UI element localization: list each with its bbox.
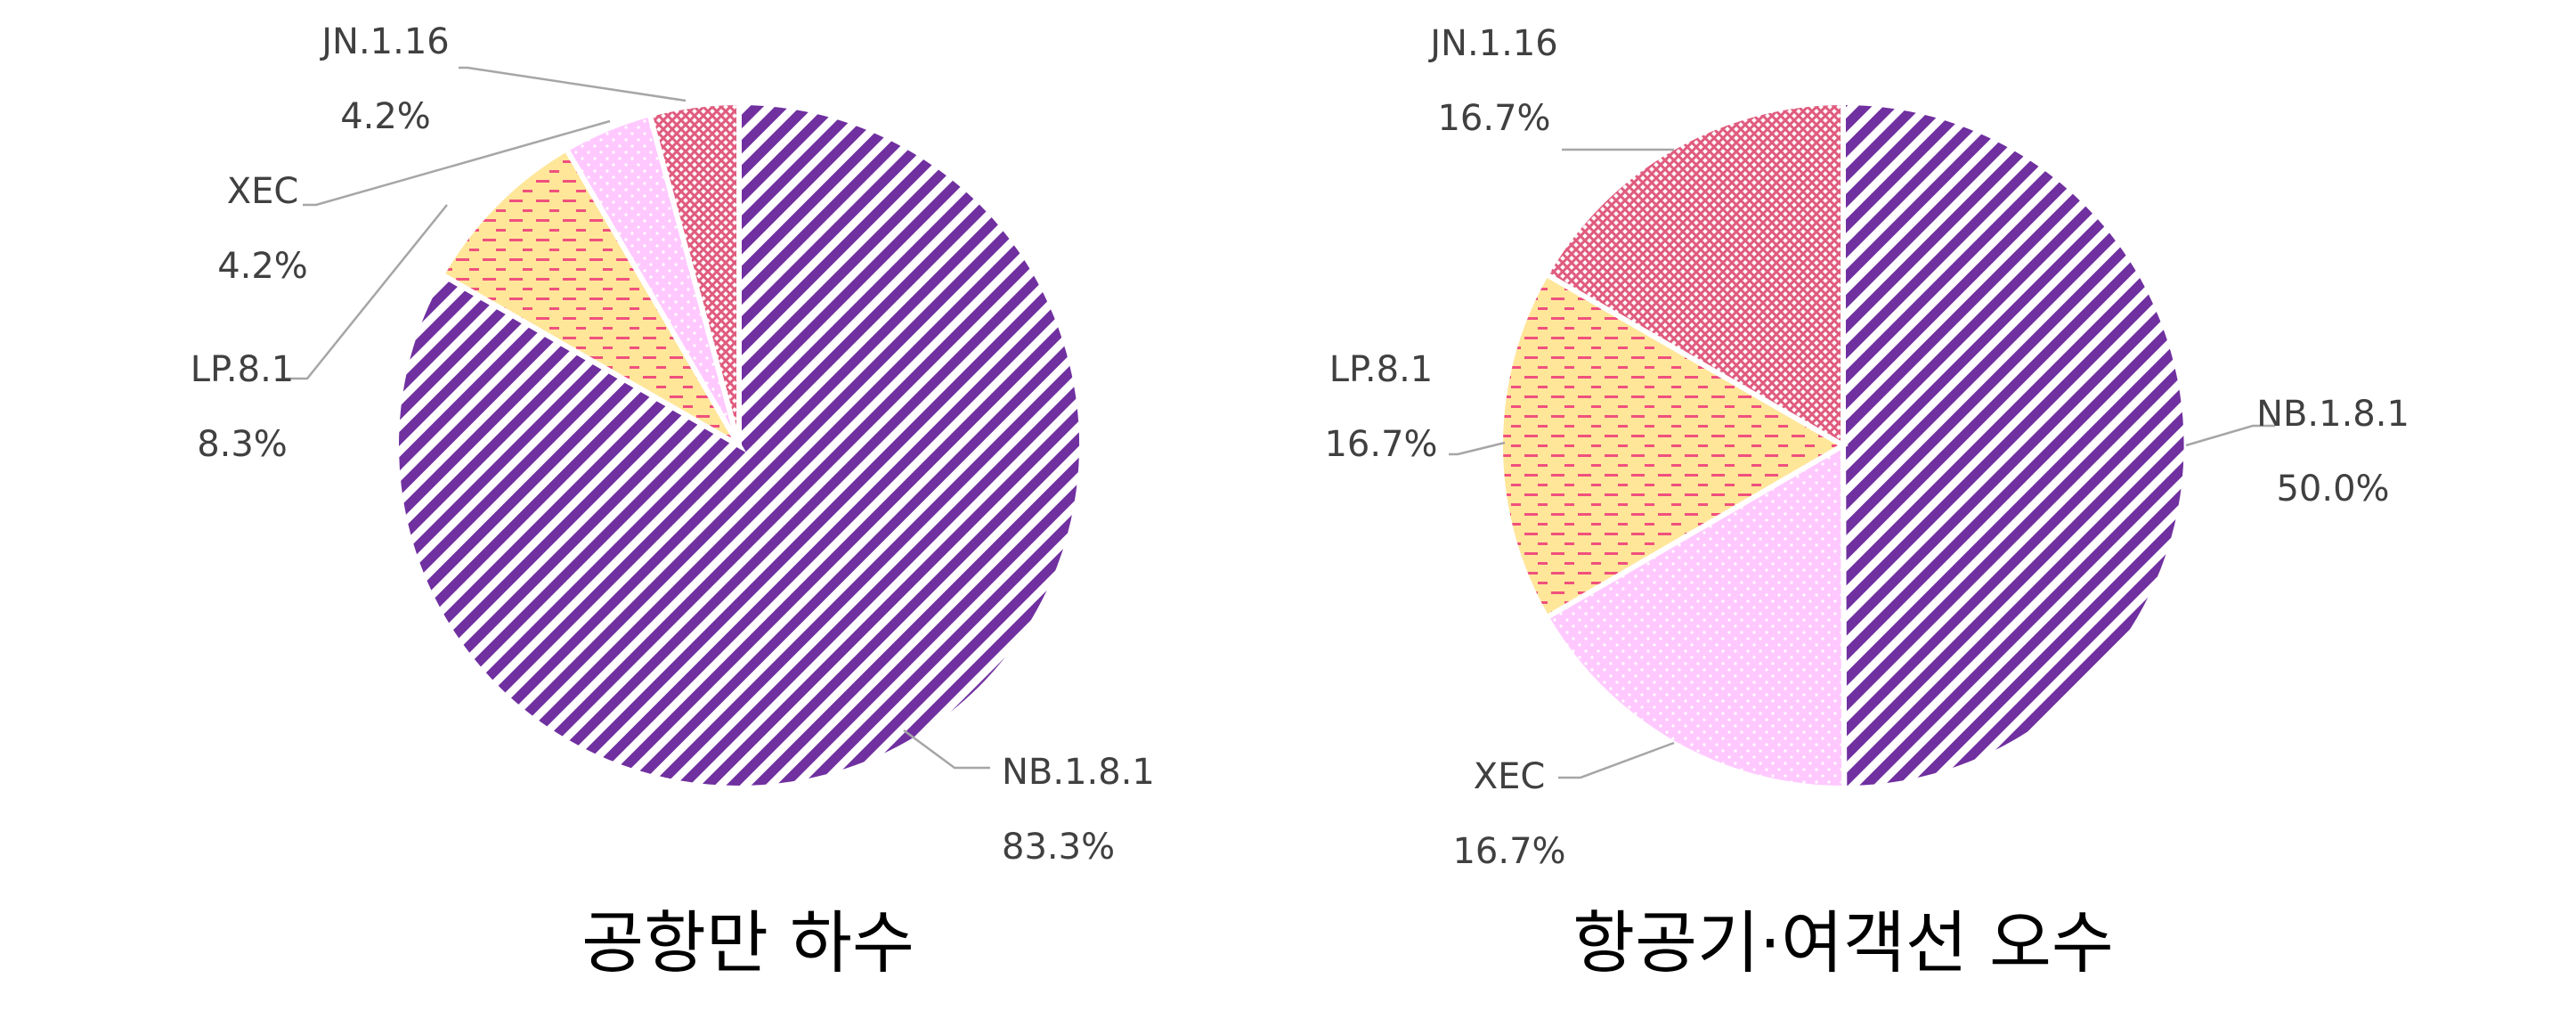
pie2-leader-nb-1-8-1 bbox=[2185, 424, 2275, 447]
pie1-label-nb-1-8-1: NB.1.8.1 bbox=[1002, 752, 1155, 793]
pie2-percent-nb-1-8-1: 50.0% bbox=[2276, 469, 2389, 510]
pie1-label-xec: XEC bbox=[227, 171, 299, 212]
pies-layer bbox=[394, 99, 2190, 792]
pie1-percent-nb-1-8-1: 83.3% bbox=[1002, 827, 1115, 868]
pie2-slice-lp-8-1 bbox=[1498, 270, 1849, 622]
pie2-slice-nb-1-8-1 bbox=[1841, 99, 2190, 792]
pie2-leader-xec bbox=[1558, 741, 1675, 779]
chart-titles: 공항만 하수 항공기·여객선 오수 bbox=[581, 903, 2114, 982]
pie1-label-lp-8-1: LP.8.1 bbox=[191, 349, 295, 390]
pie1-percent-jn-1-16: 4.2% bbox=[340, 96, 431, 137]
pie2-percent-lp-8-1: 16.7% bbox=[1324, 424, 1437, 465]
pie1-label-jn-1-16: JN.1.16 bbox=[319, 21, 450, 62]
pie1-leader-jn-1-16 bbox=[459, 66, 687, 102]
pie2-label-jn-1-16: JN.1.16 bbox=[1427, 23, 1558, 64]
pie2-title: 항공기·여객선 오수 bbox=[1572, 903, 2114, 982]
pie1-title: 공항만 하수 bbox=[581, 903, 914, 982]
pie2-percent-jn-1-16: 16.7% bbox=[1437, 98, 1550, 139]
data-labels: NB.1.8.1 83.3% LP.8.1 8.3% XEC 4.2% JN.1.16 4.2… bbox=[191, 21, 2409, 872]
pie1-slice-lp-8-1 bbox=[438, 145, 747, 453]
pie1-percent-xec: 4.2% bbox=[217, 246, 308, 287]
pie2-label-xec: XEC bbox=[1474, 756, 1546, 797]
pie2-label-nb-1-8-1: NB.1.8.1 bbox=[2256, 394, 2409, 435]
pie2-label-lp-8-1: LP.8.1 bbox=[1329, 349, 1434, 390]
leader-lines bbox=[285, 66, 2275, 779]
pie2-percent-xec: 16.7% bbox=[1452, 831, 1565, 872]
pie1-leader-nb-1-8-1 bbox=[903, 729, 990, 770]
pie1-leader-xec bbox=[303, 119, 611, 207]
pie1-leader-lp-8-1 bbox=[285, 204, 448, 380]
pie2-leader-lp-8-1 bbox=[1449, 441, 1506, 456]
pie1-slice-jn-1-16 bbox=[646, 99, 742, 446]
pie1-percent-lp-8-1: 8.3% bbox=[197, 424, 288, 465]
